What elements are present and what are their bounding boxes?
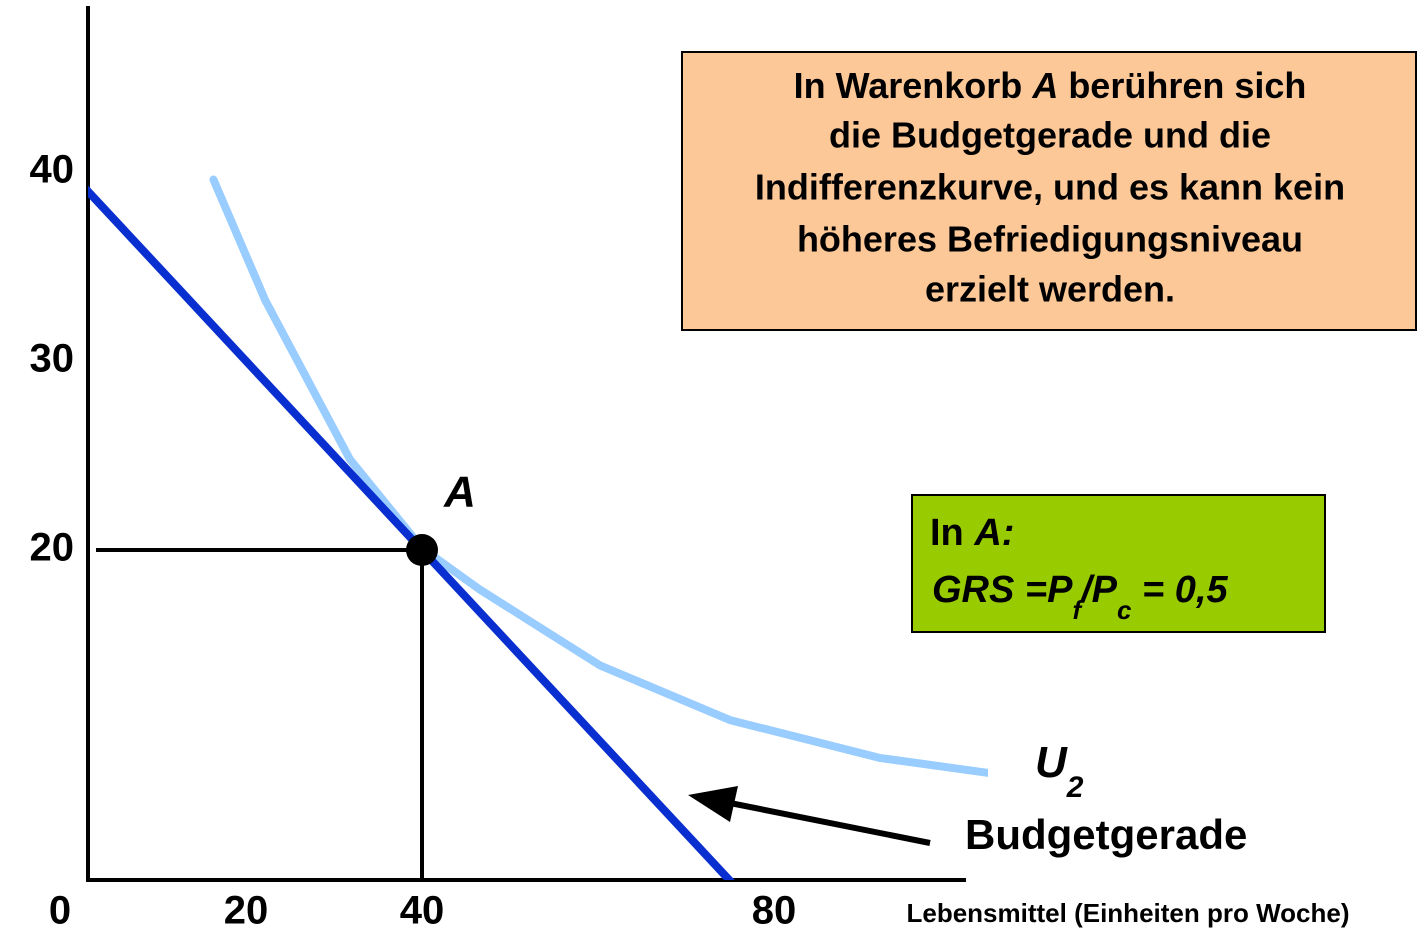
annotation-line: die Budgetgerade und die <box>829 115 1271 156</box>
green-box <box>911 494 1326 633</box>
x-tick-label: 80 <box>752 889 797 932</box>
x-axis-label: Lebensmittel (Einheiten pro Woche) <box>906 898 1349 928</box>
annotation-line: Indifferenzkurve, und es kann kein <box>755 167 1345 208</box>
point-marker <box>406 534 438 566</box>
arrow-shaft <box>724 799 931 846</box>
x-tick-label: 40 <box>400 889 445 932</box>
x-tick-label: 0 <box>49 889 71 932</box>
curve-label: U2 <box>1035 738 1084 804</box>
y-tick-label: 20 <box>30 526 75 570</box>
point-label: A <box>443 468 476 517</box>
green-line: GRS =Pf/Pc = 0,5 <box>932 569 1228 625</box>
green-line: In A: <box>930 512 1014 554</box>
annotation-line: In Warenkorb A berühren sich <box>794 65 1307 106</box>
y-tick-label: 30 <box>30 337 75 381</box>
line-label: Budgetgerade <box>965 811 1247 858</box>
series-line <box>209 175 988 777</box>
annotation-line: erzielt werden. <box>925 269 1175 310</box>
annotation-box <box>681 51 1417 331</box>
arrow-head <box>688 786 738 822</box>
x-tick-label: 20 <box>224 889 269 932</box>
y-tick-label: 40 <box>30 148 75 192</box>
annotation-line: höheres Befriedigungsniveau <box>797 219 1303 260</box>
